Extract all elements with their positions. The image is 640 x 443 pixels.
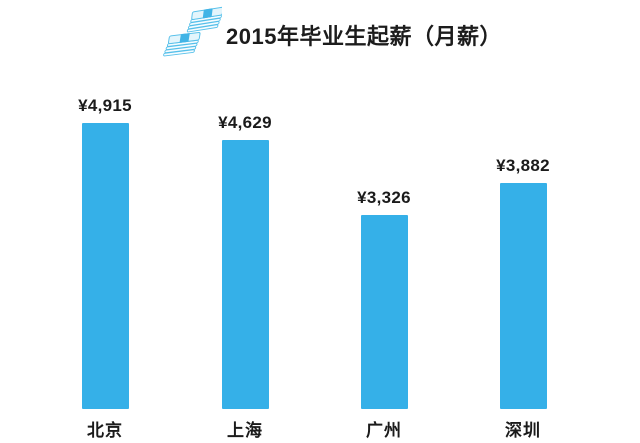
bar — [221, 140, 269, 409]
bar-value-label: ¥3,882 — [496, 156, 550, 175]
bar-column: ¥3,326 — [314, 0, 454, 409]
category-label: 上海 — [227, 421, 263, 440]
bar-value-label: ¥4,629 — [218, 113, 272, 132]
bar-value-label: ¥3,326 — [357, 188, 411, 207]
category-label: 广州 — [366, 421, 402, 440]
category-label: 深圳 — [505, 421, 541, 440]
bar-column: ¥4,915 — [35, 0, 175, 409]
bar-value-label: ¥4,915 — [78, 96, 132, 115]
chart-title: 2015年毕业生起薪（月薪） — [226, 24, 502, 49]
bar — [499, 183, 547, 409]
money-stacks-icon — [162, 6, 224, 62]
bar — [360, 215, 408, 409]
bar — [81, 123, 129, 409]
bar-column: ¥3,882 — [453, 0, 593, 409]
category-label: 北京 — [87, 421, 123, 440]
bar-column: ¥4,629 — [175, 0, 315, 409]
